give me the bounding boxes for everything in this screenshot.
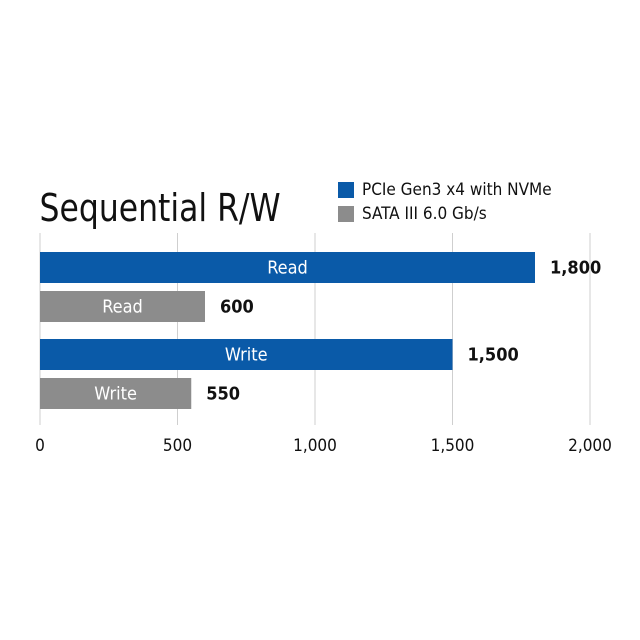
x-tick-label: 2,000	[568, 436, 612, 456]
bar	[40, 291, 205, 322]
bar-category-label: Read	[102, 297, 143, 318]
bar-category-label: Write	[225, 345, 268, 366]
x-tick-label: 1,500	[431, 436, 475, 456]
legend-label: SATA III 6.0 Gb/s	[362, 204, 487, 224]
bar	[40, 339, 453, 370]
bar	[40, 252, 535, 283]
legend-swatch	[338, 182, 354, 198]
value-label: 1,500	[468, 345, 519, 366]
bar-category-label: Read	[267, 258, 308, 279]
legend-label: PCIe Gen3 x4 with NVMe	[362, 180, 552, 200]
bar-category-label: Write	[94, 384, 137, 405]
value-label: 1,800	[550, 258, 601, 279]
value-label: 550	[206, 384, 240, 405]
chart-title: Sequential R/W	[40, 186, 281, 231]
value-label: 600	[220, 297, 254, 318]
x-tick-label: 0	[35, 436, 45, 456]
bar	[40, 378, 192, 409]
x-tick-label: 500	[163, 436, 192, 456]
legend-swatch	[338, 206, 354, 222]
x-tick-label: 1,000	[293, 436, 337, 456]
